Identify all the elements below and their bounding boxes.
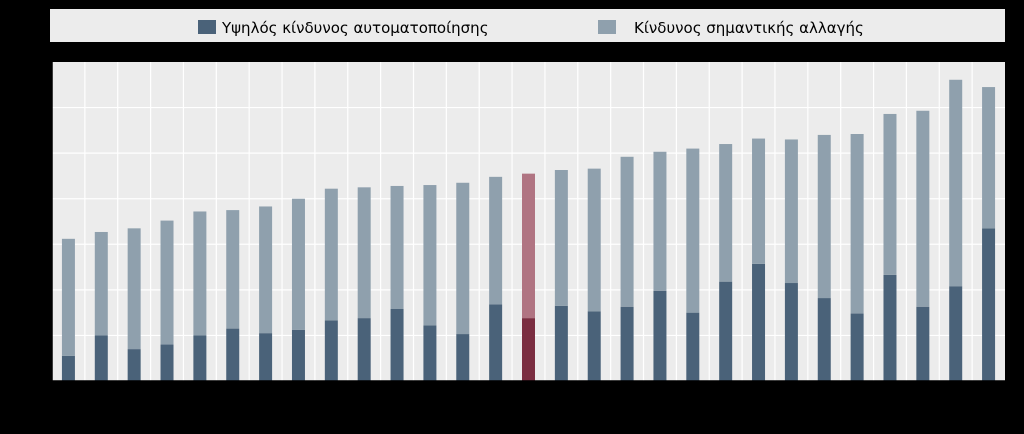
bar-segment-high-risk [817, 298, 831, 381]
bar-segment-high-risk [390, 308, 404, 381]
bar-segment-high-risk [719, 281, 733, 381]
bar-segment-high-risk [423, 325, 437, 381]
bar-segment-significant-change [850, 134, 864, 314]
legend-swatch-high-risk [198, 20, 216, 34]
bar-segment-significant-change [620, 156, 634, 307]
bar-segment-high-risk [554, 305, 568, 381]
bar-segment-high-risk [226, 328, 240, 381]
bar-segment-high-risk [850, 313, 864, 381]
bar-segment-high-risk [620, 306, 634, 381]
bar-segment-high-risk [784, 283, 798, 381]
bar-segment-significant-change [949, 79, 963, 287]
bar-segment-high-risk [982, 228, 996, 381]
bar-segment-significant-change [719, 144, 733, 282]
bar-segment-significant-change [916, 110, 930, 307]
bar-segment-high-risk [127, 349, 141, 381]
bar-segment-high-risk [752, 263, 766, 381]
bar-segment-high-risk [949, 286, 963, 381]
bar-segment-high-risk [160, 344, 174, 381]
bar-segment-significant-change [653, 151, 667, 291]
bar-segment-high-risk [324, 320, 338, 381]
bar-segment-high-risk [653, 290, 667, 381]
bar-segment-significant-change [456, 182, 470, 335]
bar-segment-significant-change [522, 173, 535, 319]
bar-segment-significant-change [982, 87, 996, 229]
bar-segment-high-risk [489, 304, 503, 381]
bar-segment-high-risk [456, 334, 470, 381]
bar-segment-significant-change [489, 176, 503, 305]
bar-segment-significant-change [160, 220, 174, 345]
bar-segment-high-risk [686, 312, 700, 381]
bar-segment-high-risk [259, 333, 273, 381]
bar-segment-significant-change [324, 188, 338, 321]
bar-segment-significant-change [752, 138, 766, 264]
bar-segment-significant-change [193, 211, 207, 336]
bar-segment-high-risk [291, 329, 305, 381]
legend-swatch-significant-change [598, 20, 616, 34]
bar-segment-high-risk [61, 355, 75, 381]
bar-segment-significant-change [587, 168, 601, 312]
bar-segment-significant-change [423, 185, 437, 326]
bar-segment-significant-change [61, 238, 75, 356]
bar-segment-significant-change [784, 139, 798, 284]
legend-label-significant-change: Κίνδυνος σημαντικής αλλαγής [634, 19, 864, 37]
bar-segment-high-risk [193, 335, 207, 381]
bar-segment-significant-change [357, 187, 371, 319]
bar-segment-high-risk [916, 306, 930, 381]
bar-segment-significant-change [226, 210, 240, 329]
bar-segment-significant-change [291, 198, 305, 330]
gridlines [52, 62, 1005, 381]
bar-segment-high-risk [522, 318, 535, 381]
legend-label-high-risk: Υψηλός κίνδυνος αυτοματοποίησης [221, 19, 489, 37]
bar-segment-high-risk [587, 311, 601, 381]
bars [61, 79, 996, 381]
bar-segment-significant-change [390, 185, 404, 309]
bar-segment-high-risk [883, 274, 897, 381]
bar-segment-high-risk [94, 335, 108, 381]
bar-segment-significant-change [554, 170, 568, 306]
bar-segment-significant-change [94, 231, 108, 336]
bar-segment-significant-change [883, 113, 897, 275]
bar-segment-significant-change [127, 228, 141, 350]
bar-segment-significant-change [686, 148, 700, 313]
bar-segment-high-risk [357, 318, 371, 381]
bar-segment-significant-change [259, 206, 273, 334]
axis [51, 62, 1005, 382]
bar-segment-significant-change [817, 134, 831, 299]
